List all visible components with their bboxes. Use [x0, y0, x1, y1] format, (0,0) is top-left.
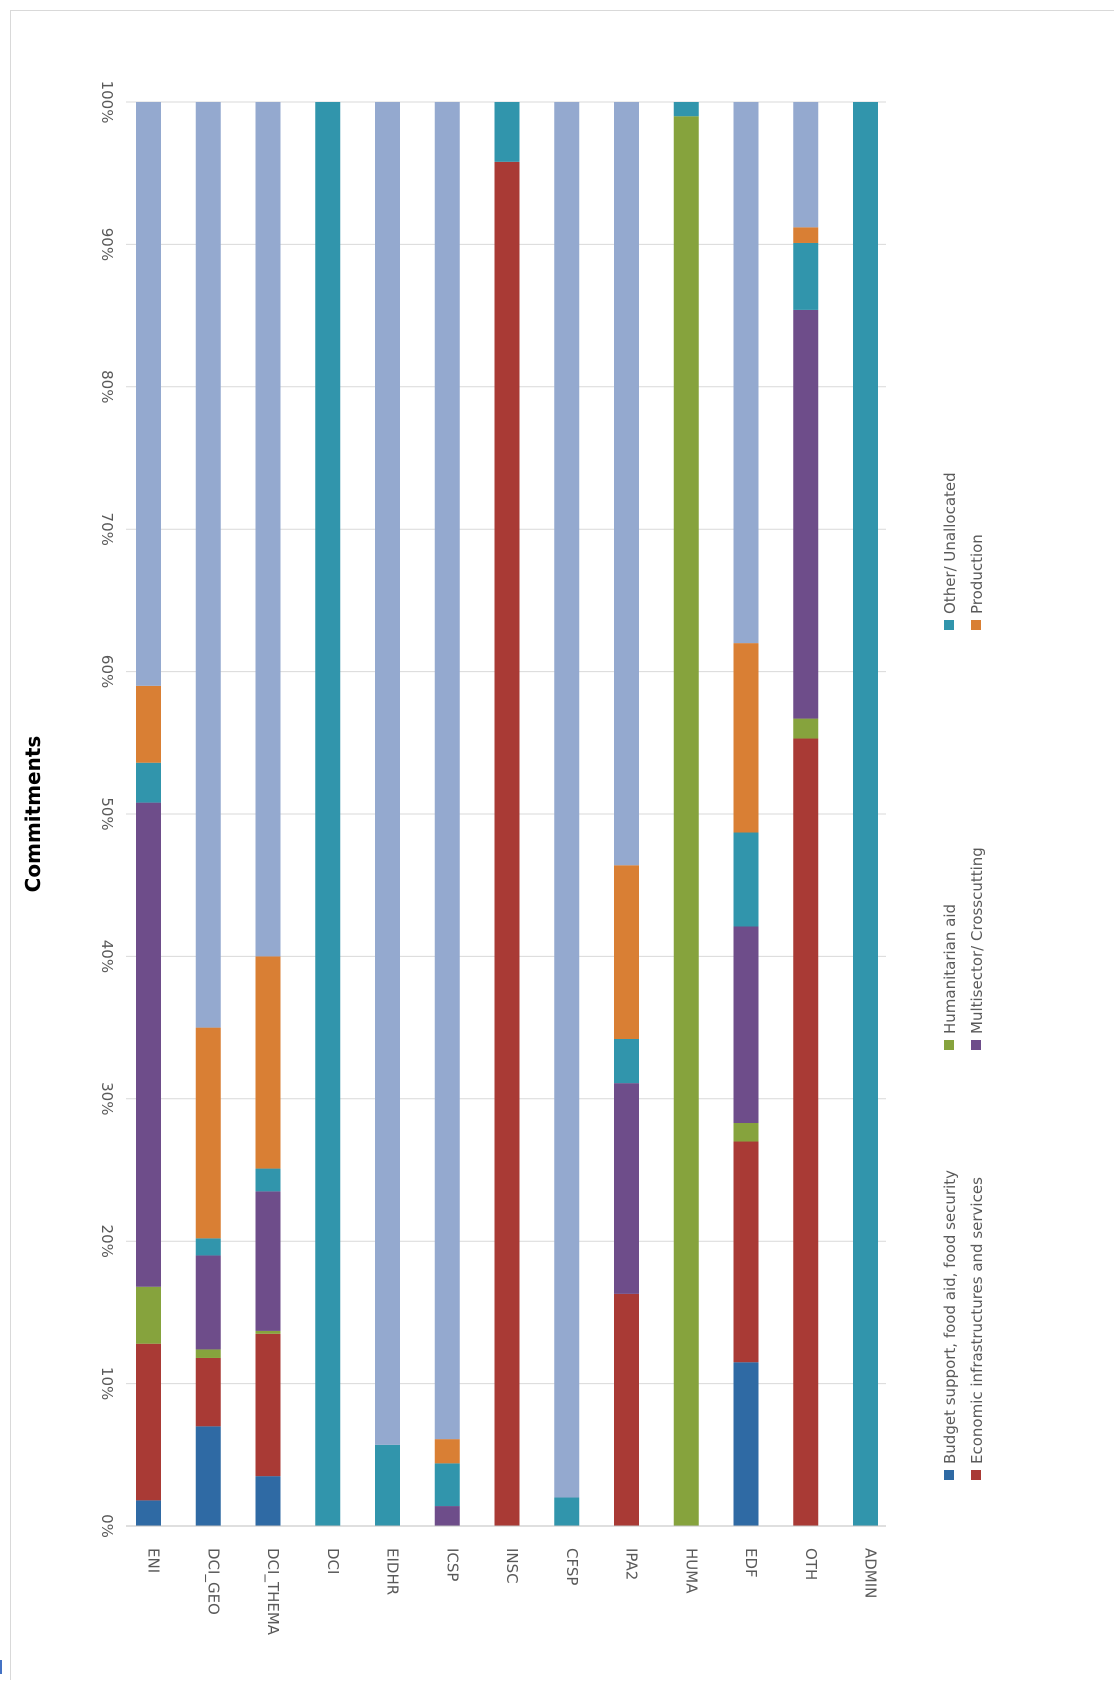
legend-swatch [971, 620, 981, 630]
legend-swatch [971, 1470, 981, 1480]
category-label: OTH [802, 1548, 820, 1580]
bar-segment [195, 1027, 221, 1239]
bar-segment [793, 718, 819, 739]
bar-segment [733, 102, 759, 644]
bar-segment [434, 1506, 460, 1526]
value-tick-label: 100% [98, 81, 116, 124]
category-label: ADMIN [862, 1548, 880, 1598]
category-label: INSC [503, 1548, 521, 1584]
bar-segment [673, 116, 699, 1527]
bar-segment [733, 1362, 759, 1526]
bar-segment [375, 1444, 400, 1526]
bar-segment [195, 1426, 221, 1526]
bar-segment [793, 227, 819, 243]
bar-segment [793, 242, 819, 310]
bar-segment [494, 161, 520, 1527]
bar-segment [853, 102, 878, 1526]
legend-swatch [944, 1470, 954, 1480]
edge-marker [0, 1660, 5, 1674]
legend: Budget support, food aid, food security E… [941, 472, 986, 1480]
category-label: DCI [324, 1548, 342, 1574]
bar-segment [136, 102, 161, 686]
legend-swatch [944, 1040, 954, 1050]
bar-segment [136, 762, 161, 803]
bar-segment [136, 685, 161, 763]
chart-title: Commitments [21, 736, 45, 893]
bar-segment [255, 956, 281, 1169]
bar-segment [793, 738, 819, 1526]
bar-segment [673, 102, 699, 117]
bar-segment [614, 865, 639, 1039]
bar-segment [614, 102, 639, 866]
category-label: EDF [742, 1548, 760, 1578]
category-label: EIDHR [384, 1548, 402, 1595]
bar-segment [375, 102, 400, 1445]
bar-segment [733, 1123, 759, 1142]
legend-label: Economic infrastructures and services [968, 1177, 986, 1464]
bar-segment [255, 1330, 281, 1334]
value-tick-label: 60% [98, 655, 116, 688]
bar-segment [614, 1083, 639, 1294]
bar-segment [255, 1168, 281, 1192]
legend-label: Budget support, food aid, food security [941, 1170, 959, 1464]
category-label: ENI [145, 1548, 163, 1573]
bar-segment [195, 1349, 221, 1358]
value-tick-label: 20% [98, 1225, 116, 1258]
category-label: ICSP [443, 1548, 461, 1581]
bar-segment [255, 1191, 281, 1331]
chart-frame [10, 10, 1114, 1680]
category-label: HUMA [682, 1548, 700, 1594]
bar-segment [136, 1343, 161, 1501]
bar-segment [614, 1038, 639, 1084]
bar-segment [136, 1500, 161, 1526]
value-tick-label: 50% [98, 797, 116, 830]
bar-segment [434, 1463, 460, 1507]
bar-segment [554, 102, 580, 1498]
bar-segment [733, 643, 759, 833]
bar-segment [195, 1255, 221, 1350]
bar-segment [195, 1357, 221, 1427]
bar-segment [733, 926, 759, 1124]
category-label: CFSP [563, 1548, 581, 1585]
bar-segment [255, 102, 281, 957]
category-label: DCI_GEO [203, 1548, 222, 1615]
bar-segment [315, 102, 341, 1526]
bar-segment [494, 102, 520, 162]
category-label: DCI_THEMA [263, 1548, 282, 1636]
bars [136, 102, 878, 1527]
bar-segment [255, 1476, 281, 1526]
value-tick-label: 90% [98, 228, 116, 261]
value-axis-ticks: 0% 10% 20% 30% 40% 50% 60% 70% 80% 90% 100% [98, 81, 116, 1538]
value-tick-label: 70% [98, 513, 116, 546]
value-tick-label: 40% [98, 940, 116, 973]
category-label: IPA2 [623, 1548, 641, 1580]
value-tick-label: 10% [98, 1367, 116, 1400]
bar-segment [255, 1333, 281, 1477]
bar-segment [136, 802, 161, 1287]
bar-segment [434, 1439, 460, 1464]
legend-label: Other/ Unallocated [941, 472, 959, 614]
legend-label: Humanitarian aid [941, 904, 959, 1034]
value-tick-label: 80% [98, 370, 116, 403]
bar-segment [614, 1293, 639, 1526]
legend-swatch [944, 620, 954, 630]
bar-segment [195, 102, 221, 1028]
value-tick-label: 0% [98, 1514, 116, 1538]
bar-segment [793, 102, 819, 228]
value-tick-label: 30% [98, 1082, 116, 1115]
bar-segment [793, 309, 819, 719]
bar-segment [434, 102, 460, 1440]
legend-swatch [971, 1040, 981, 1050]
legend-label: Production [968, 534, 986, 614]
bar-segment [136, 1286, 161, 1344]
bar-segment [733, 832, 759, 927]
bar-segment [733, 1141, 759, 1363]
legend-label: Multisector/ Crosscutting [968, 847, 986, 1034]
bar-segment [554, 1497, 580, 1526]
bar-segment [195, 1238, 221, 1256]
